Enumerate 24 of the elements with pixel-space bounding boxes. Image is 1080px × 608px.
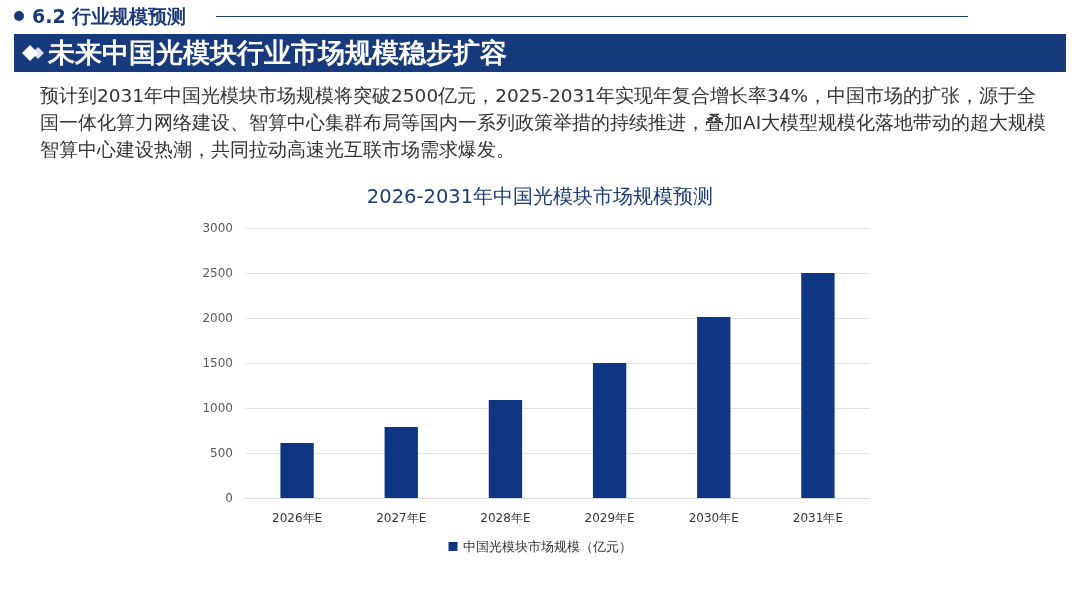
bar [280,443,314,498]
x-tick-label: 2029年E [584,511,635,525]
y-tick-label: 2500 [202,266,233,280]
text: 6.2 行业规模预测 [32,4,187,28]
x-tick-label: 2026年E [272,511,323,525]
x-tick-label: 2030年E [688,511,739,525]
bar [488,399,523,498]
y-tick-label: 3000 [202,221,233,235]
bar [801,273,835,498]
chart-title: 2026-2031年中国光模块市场规模预测 [366,184,714,208]
bar [384,426,418,498]
bar [697,317,731,498]
x-tick-label: 2028年E [480,511,531,525]
legend-label: 中国光模块市场规模（亿元） [462,539,632,554]
y-tick-label: 500 [210,446,233,460]
text: 未来中国光模块行业市场规模稳步扩容 [48,36,507,70]
y-tick-label: 1500 [202,356,233,370]
y-tick-label: 0 [225,491,233,505]
y-tick-label: 1000 [202,401,233,415]
x-tick-label: 2031年E [792,511,843,525]
text: 预计到2031年中国光模块市场规模将突破2500亿元，2025-2031年实现年复合增长率34%，中国市场的扩张，源于全国一体化算力网络建设、智算中心集群布局等国内一系列政策举措的持续推进，叠加AI大模型规模化落地带动的超大规模智算中心建设热潮，共同拉动高速光互联市场需求爆发。 [40,84,1048,162]
x-tick-label: 2027年E [376,511,427,525]
bar [592,363,627,498]
y-tick-label: 2000 [202,311,233,325]
